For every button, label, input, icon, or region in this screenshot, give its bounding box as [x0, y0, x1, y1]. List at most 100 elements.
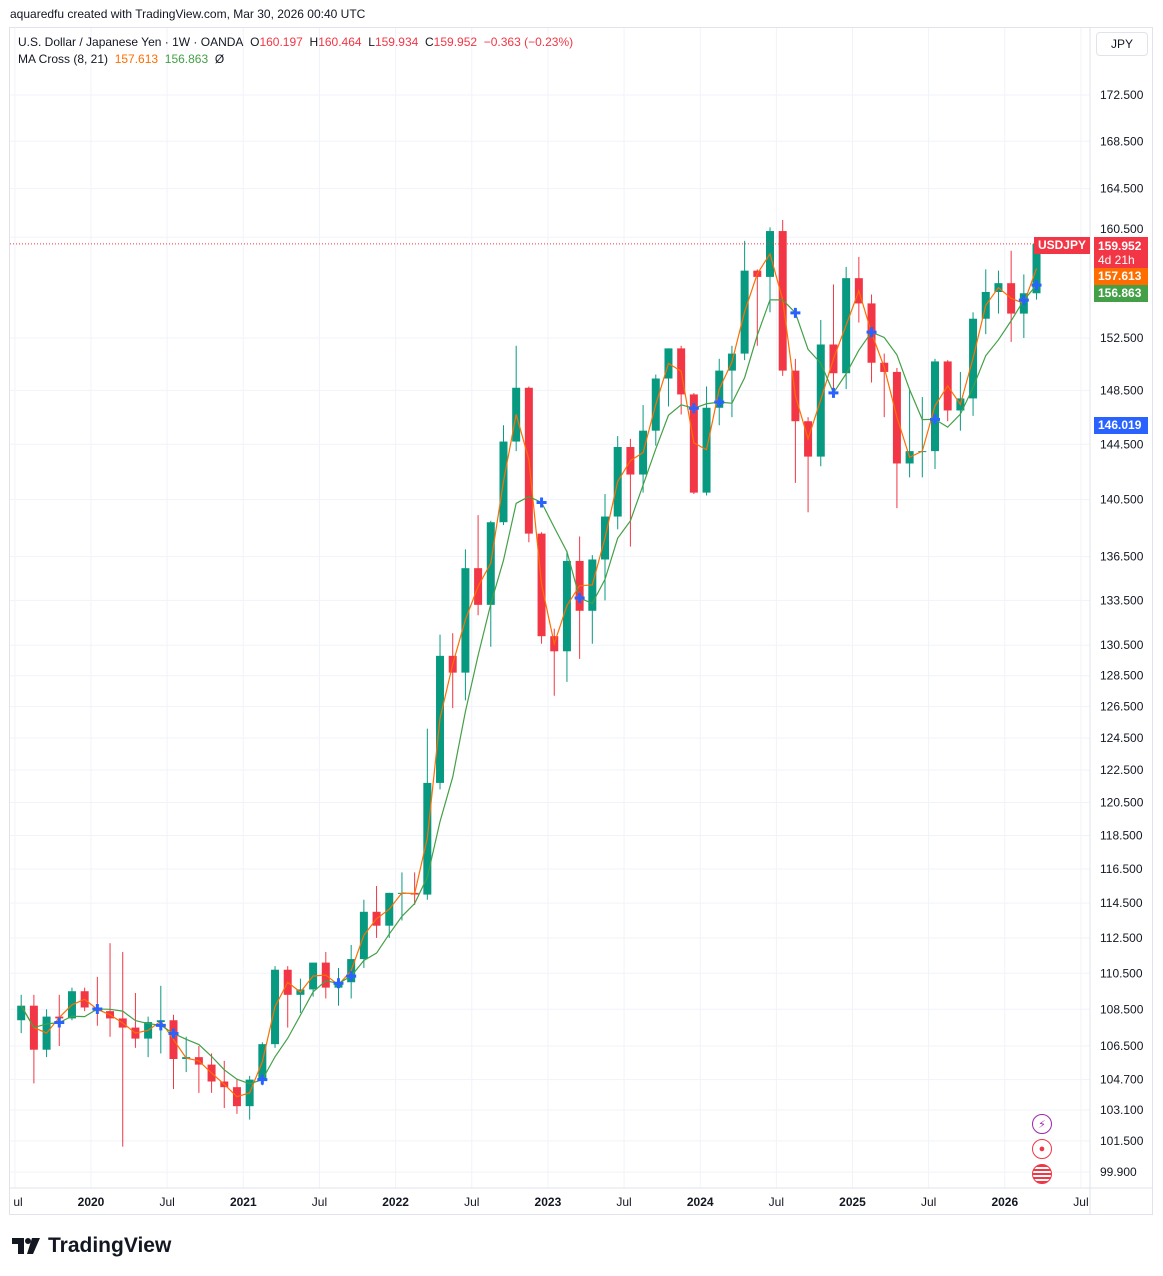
- y-tick-label: 128.500: [1100, 669, 1144, 683]
- lightning-icon[interactable]: ⚡: [1032, 1114, 1052, 1134]
- candle: [410, 872, 419, 905]
- x-tick-label: ul: [13, 1195, 22, 1209]
- candle: [474, 515, 483, 616]
- y-tick-label: 110.500: [1100, 966, 1143, 980]
- tradingview-logo[interactable]: TradingView: [12, 1234, 171, 1258]
- candle: [867, 294, 876, 383]
- chart-event-icons: ⚡ ●: [1032, 1114, 1052, 1189]
- cross-plus-icon: [257, 1074, 268, 1085]
- y-tick-label: 136.500: [1100, 550, 1144, 564]
- chart-legend: U.S. Dollar / Japanese Yen · 1W · OANDA …: [18, 34, 573, 68]
- y-tick-label: 120.500: [1100, 795, 1144, 809]
- y-tick-label: 116.500: [1100, 862, 1143, 876]
- close-label: C: [425, 35, 434, 49]
- candle: [715, 358, 724, 426]
- last-price-tag: 159.952 4d 21h: [1094, 237, 1148, 268]
- ma-fast-line: [20, 252, 1038, 1098]
- x-tick-label: Jul: [464, 1195, 479, 1209]
- bar-countdown: 4d 21h: [1098, 253, 1135, 267]
- candle: [829, 284, 838, 390]
- close-value: 159.952: [433, 35, 478, 49]
- cross-plus-icon: [1018, 295, 1029, 306]
- candle: [880, 353, 889, 418]
- cross-plus-icon: [168, 1028, 179, 1039]
- candle: [969, 312, 978, 416]
- y-tick-label: 126.500: [1100, 700, 1144, 714]
- y-tick-label: 101.500: [1100, 1134, 1144, 1148]
- brand-name: TradingView: [48, 1234, 172, 1257]
- chart-credit: aquaredfu created with TradingView.com, …: [10, 7, 366, 21]
- tradingview-logo-icon: [12, 1238, 40, 1254]
- ma-slow-line: [20, 284, 1037, 1085]
- cross-plus-icon: [688, 403, 699, 414]
- candle: [918, 397, 927, 478]
- ma-extra-value: Ø: [214, 52, 225, 66]
- us-flag-icon[interactable]: [1032, 1164, 1052, 1184]
- ma-cross-marker: [866, 327, 877, 338]
- ma-cross-marker: [333, 978, 344, 989]
- candle: [651, 374, 660, 446]
- y-tick-label: 106.500: [1100, 1039, 1144, 1053]
- candle: [816, 319, 825, 467]
- symbol-legend: U.S. Dollar / Japanese Yen · 1W · OANDA …: [18, 34, 573, 51]
- cross-plus-icon: [346, 971, 357, 982]
- cross-plus-icon: [536, 497, 547, 508]
- y-tick-label: 160.500: [1100, 222, 1144, 236]
- candle: [156, 985, 165, 1054]
- x-tick-label: Jul: [769, 1195, 784, 1209]
- x-tick-label: Jul: [616, 1195, 631, 1209]
- candle: [29, 994, 38, 1084]
- x-tick-label: 2021: [230, 1195, 257, 1209]
- candle: [372, 886, 381, 938]
- cross-plus-icon: [790, 307, 801, 318]
- ma-cross-marker: [574, 593, 585, 604]
- cross-plus-icon: [54, 1017, 65, 1028]
- low-label: L: [368, 35, 375, 49]
- x-tick-label: 2025: [839, 1195, 866, 1209]
- ma-cross-marker: [54, 1017, 65, 1028]
- x-tick-label: Jul: [159, 1195, 174, 1209]
- candle: [562, 550, 571, 682]
- candle: [194, 1046, 203, 1093]
- y-tick-label: 112.500: [1100, 931, 1143, 945]
- x-tick-label: 2024: [687, 1195, 714, 1209]
- ma-cross-marker: [688, 403, 699, 414]
- x-tick-label: Jul: [1073, 1195, 1088, 1209]
- candle: [283, 966, 292, 1028]
- ma-cross-marker: [714, 397, 725, 408]
- symbol-price-tag: USDJPY: [1033, 237, 1090, 254]
- change-value: −0.363 (−0.23%): [483, 35, 574, 49]
- low-value: 159.934: [374, 35, 419, 49]
- ma-cross-marker: [92, 1003, 103, 1014]
- candle: [639, 405, 648, 493]
- y-tick-label: 133.500: [1100, 593, 1144, 607]
- cross-plus-icon: [333, 978, 344, 989]
- symbol-title[interactable]: U.S. Dollar / Japanese Yen · 1W · OANDA: [18, 35, 244, 49]
- candle: [842, 266, 851, 390]
- y-tick-label: 168.500: [1100, 134, 1144, 148]
- candle: [93, 976, 102, 1026]
- candle: [359, 899, 368, 968]
- candle: [550, 628, 559, 696]
- record-icon[interactable]: ●: [1032, 1139, 1052, 1159]
- candle: [626, 438, 635, 547]
- last-price: 159.952: [1098, 239, 1142, 253]
- indicator-legend: MA Cross (8, 21) 157.613 156.863 Ø: [18, 51, 573, 68]
- candle: [1019, 274, 1028, 339]
- x-tick-label: 2023: [535, 1195, 562, 1209]
- cross-plus-icon: [714, 397, 725, 408]
- ma-fast-value: 157.613: [114, 52, 159, 66]
- y-tick-label: 118.500: [1100, 828, 1143, 842]
- ma-cross-marker: [257, 1074, 268, 1085]
- candle: [664, 348, 673, 407]
- currency-button[interactable]: JPY: [1096, 32, 1148, 56]
- cross-plus-icon: [574, 593, 585, 604]
- y-tick-label: 108.500: [1100, 1002, 1144, 1016]
- ma-cross-marker: [929, 414, 940, 425]
- candle: [537, 532, 546, 644]
- y-tick-label: 124.500: [1100, 731, 1144, 745]
- cross-level-tag: 146.019: [1094, 417, 1148, 434]
- indicator-title[interactable]: MA Cross (8, 21): [18, 52, 109, 66]
- cross-plus-icon: [828, 387, 839, 398]
